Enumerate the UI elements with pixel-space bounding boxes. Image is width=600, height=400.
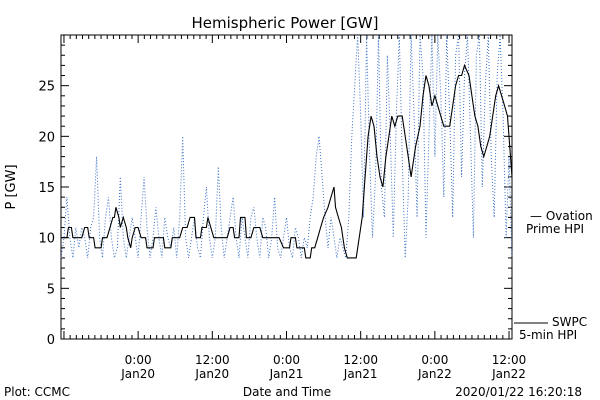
y-tick-label: 15	[38, 181, 55, 196]
legend-swpc-line1: SWPC	[552, 315, 587, 329]
x-tick-label-date: Jan21	[343, 367, 378, 381]
x-tick-label-date: Jan22	[491, 367, 526, 381]
x-tick-label-date: Jan21	[269, 367, 304, 381]
series-layer	[60, 34, 513, 259]
chart-title: Hemispheric Power [GW]	[192, 14, 379, 32]
x-tick-label-date: Jan22	[417, 367, 452, 381]
x-tick-label-time: 12:00	[343, 353, 378, 367]
x-tick-label-date: Jan20	[120, 367, 155, 381]
legend-ovation: — Ovation Prime HPI	[526, 209, 593, 236]
y-axis-ticks: 0 5 10 15 20 25	[38, 44, 512, 348]
swpc-hpi-line	[61, 63, 513, 259]
x-tick-label-date: Jan20	[194, 367, 229, 381]
legend-ovation-line2: Prime HPI	[526, 222, 584, 236]
y-tick-label: 10	[38, 232, 55, 247]
y-tick-label: 0	[47, 333, 55, 348]
y-axis-label: P [GW]	[4, 164, 19, 209]
legend-ovation-line1: — Ovation	[530, 209, 593, 223]
x-axis-ticks: 0:00Jan2012:00Jan200:00Jan2112:00Jan210:…	[63, 35, 527, 381]
x-tick-label-time: 0:00	[125, 353, 152, 367]
ovation-prime-hpi-line	[60, 34, 513, 259]
footer-plot-credit: Plot: CCMC	[4, 385, 70, 399]
x-tick-label-time: 12:00	[492, 353, 527, 367]
x-tick-label-time: 0:00	[421, 353, 448, 367]
legend-swpc-line2: 5-min HPI	[519, 328, 577, 342]
legend-swpc: SWPC 5-min HPI	[514, 315, 587, 342]
y-tick-label: 20	[38, 130, 55, 145]
y-tick-label: 5	[47, 282, 55, 297]
y-tick-label: 25	[38, 80, 55, 95]
footer-timestamp: 2020/01/22 16:20:18	[455, 385, 582, 399]
x-tick-label-time: 0:00	[273, 353, 300, 367]
x-tick-label-time: 12:00	[195, 353, 230, 367]
x-axis-label: Date and Time	[243, 385, 331, 399]
